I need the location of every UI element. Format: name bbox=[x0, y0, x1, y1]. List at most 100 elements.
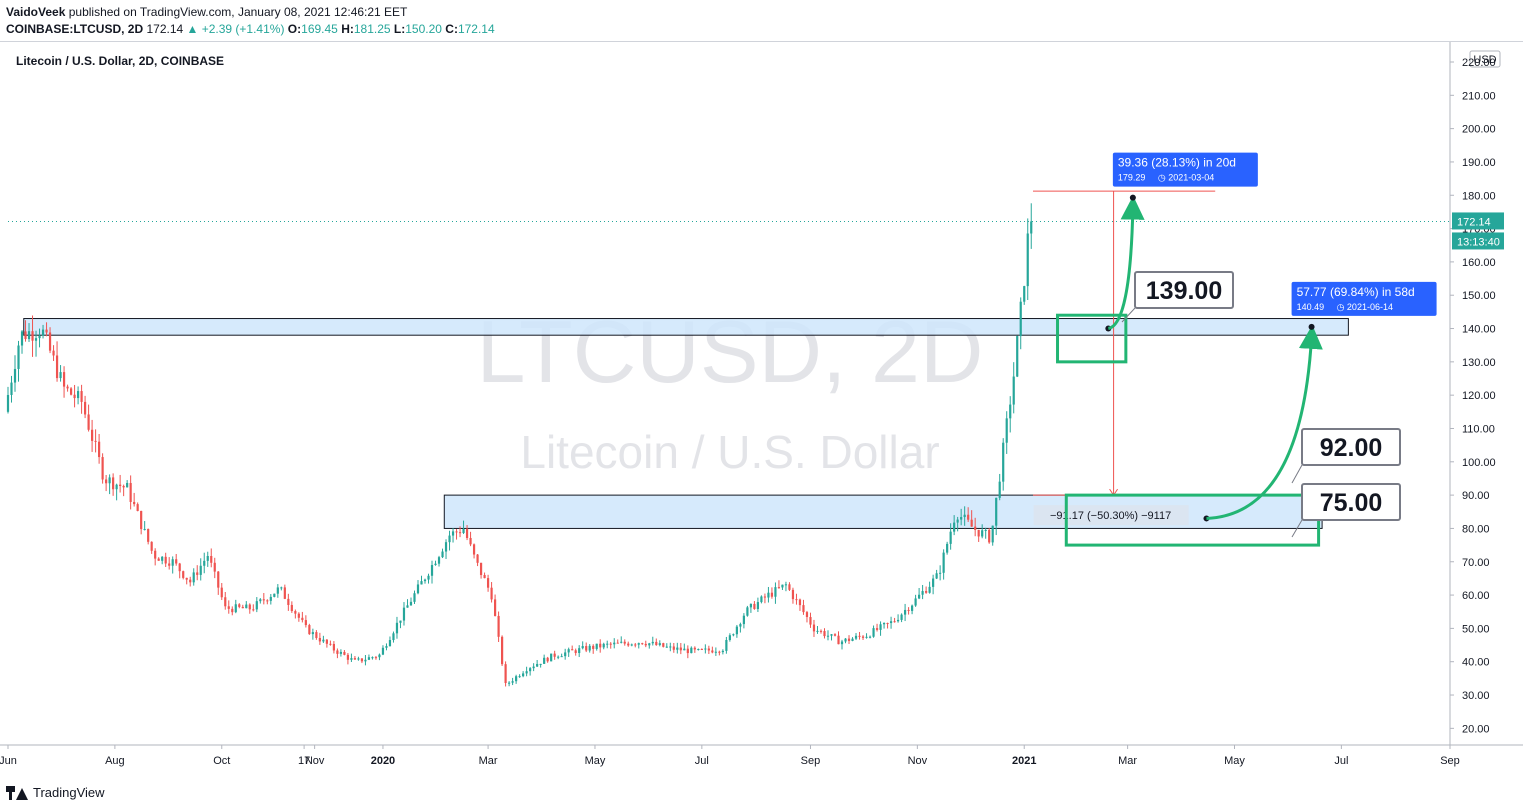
candle-body bbox=[939, 572, 942, 574]
candle-body bbox=[735, 626, 738, 635]
symbol-label[interactable]: COINBASE:LTCUSD, 2D bbox=[6, 22, 144, 36]
candle-body bbox=[742, 615, 745, 625]
candle-body bbox=[444, 542, 448, 552]
candle-body bbox=[907, 609, 910, 611]
low-label: L: bbox=[393, 22, 406, 36]
y-tick-label: 200.00 bbox=[1462, 124, 1496, 136]
y-tick-label: 190.00 bbox=[1462, 157, 1496, 169]
candle-body bbox=[844, 638, 847, 642]
candle-body bbox=[567, 649, 570, 653]
candle-body bbox=[402, 607, 406, 621]
callout-92-pointer bbox=[1291, 464, 1303, 484]
tradingview-logo[interactable]: TradingView bbox=[6, 785, 105, 800]
candle-body bbox=[129, 482, 132, 502]
tradingview-logo-icon bbox=[6, 785, 28, 800]
candle-body bbox=[105, 479, 108, 484]
candle-body bbox=[1002, 442, 1005, 482]
candle-body bbox=[763, 596, 767, 598]
candle-body bbox=[522, 673, 525, 677]
countdown-tag bbox=[1452, 232, 1504, 250]
candle-body bbox=[599, 643, 602, 648]
candle-body bbox=[255, 601, 258, 610]
candle-body bbox=[963, 514, 966, 518]
candle-body bbox=[991, 525, 994, 543]
candle-body bbox=[669, 646, 672, 648]
candle-body bbox=[753, 603, 756, 610]
candle-body bbox=[94, 440, 97, 442]
candle-body bbox=[192, 572, 195, 583]
candle-body bbox=[168, 563, 171, 566]
candle-body bbox=[367, 657, 371, 660]
candle-body bbox=[10, 382, 13, 395]
current-price-tag bbox=[1452, 212, 1504, 230]
callout-75: 75.00 bbox=[1320, 489, 1383, 517]
candle-body bbox=[623, 641, 626, 644]
candle-body bbox=[739, 624, 742, 627]
candle-body bbox=[718, 651, 721, 653]
candle-body bbox=[865, 636, 868, 638]
candle-body bbox=[500, 636, 504, 665]
watermark-symbol: LTCUSD, 2D bbox=[477, 302, 984, 401]
callout-92-box bbox=[1301, 428, 1401, 466]
candle-body bbox=[80, 391, 83, 402]
currency-tag[interactable]: USD bbox=[1473, 54, 1496, 66]
candle-body bbox=[269, 596, 272, 601]
y-tick-label: 40.00 bbox=[1462, 657, 1490, 669]
candle-body bbox=[672, 646, 675, 650]
candle-body bbox=[728, 635, 731, 640]
projection-sublabel-price: 179.29 bbox=[1118, 173, 1146, 183]
candle-body bbox=[921, 591, 924, 595]
candle-body bbox=[795, 599, 798, 601]
candle-body bbox=[585, 646, 588, 651]
candle-body bbox=[416, 584, 420, 594]
candle-body bbox=[760, 596, 763, 603]
candle-body bbox=[297, 613, 300, 618]
x-tick-label: Nov bbox=[305, 755, 325, 767]
candle-body bbox=[357, 658, 360, 660]
y-tick-label: 30.00 bbox=[1462, 690, 1490, 702]
candle-body bbox=[651, 641, 654, 644]
published-text: published on TradingView.com, January 08… bbox=[68, 5, 408, 19]
upper-zone[interactable] bbox=[23, 318, 1349, 336]
candle-body bbox=[830, 634, 833, 636]
projection-end-point bbox=[1308, 323, 1315, 330]
candle-body bbox=[150, 541, 153, 551]
candle-body bbox=[620, 641, 623, 643]
candle-body bbox=[91, 429, 94, 441]
y-tick-label: 50.00 bbox=[1462, 623, 1490, 635]
x-tick-label: Jun bbox=[0, 755, 17, 767]
candle-body bbox=[543, 657, 546, 664]
candle-body bbox=[847, 638, 851, 641]
candle-body bbox=[59, 372, 62, 379]
candle-body bbox=[781, 584, 784, 588]
candle-body bbox=[571, 649, 574, 651]
candle-body bbox=[914, 598, 917, 606]
candle-body bbox=[224, 597, 227, 607]
projection-label: 39.36 (28.13%) in 20d bbox=[1118, 156, 1236, 170]
candle-body bbox=[1005, 418, 1008, 443]
candle-body bbox=[679, 647, 682, 651]
x-tick-label: Mar bbox=[1118, 755, 1137, 767]
candle-body bbox=[564, 652, 567, 657]
callout-139-pointer bbox=[1121, 307, 1136, 323]
y-tick-label: 120.00 bbox=[1462, 390, 1496, 402]
y-tick-label: 90.00 bbox=[1462, 490, 1490, 502]
candle-body bbox=[406, 605, 409, 608]
candle-body bbox=[918, 594, 921, 599]
candle-body bbox=[574, 650, 577, 654]
high-value: 181.25 bbox=[353, 22, 391, 36]
author-name[interactable]: VaidoVeek bbox=[6, 5, 66, 19]
lower-zone[interactable] bbox=[443, 494, 1323, 529]
candle-body bbox=[900, 614, 903, 620]
x-tick-label: May bbox=[1224, 755, 1245, 767]
footer bbox=[0, 778, 1523, 811]
candle-body bbox=[634, 644, 637, 646]
candle-body bbox=[378, 654, 381, 658]
x-tick-label: Oct bbox=[213, 755, 230, 767]
currency-tag-box[interactable] bbox=[1469, 50, 1501, 68]
candle-body bbox=[613, 642, 616, 645]
measure-label-box bbox=[1033, 505, 1189, 526]
candle-body bbox=[336, 650, 339, 654]
